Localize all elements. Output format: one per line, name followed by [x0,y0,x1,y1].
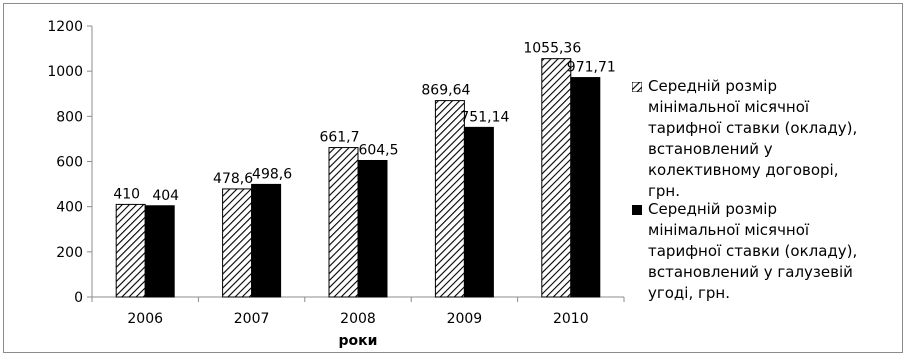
data-label: 869,64 [421,83,470,99]
x-tick-label: 2009 [447,311,483,327]
data-label: 498,6 [252,166,292,182]
y-tick-label: 1200 [47,19,83,35]
chart-axes: 0 200 400 600 800 1000 1200 2006 2007 2008 2009 201… [47,19,625,327]
data-label: 661,7 [319,130,359,146]
y-tick-label: 600 [56,155,83,171]
data-label: 478,6 [213,171,253,187]
data-label: 1055,36 [523,41,581,57]
data-label: 971,71 [567,60,616,76]
data-label: 410 [113,186,140,202]
legend-swatch-solid [632,205,642,215]
bar-sector-agreement [251,183,282,298]
bar-sector-agreement [463,126,494,298]
legend-label-collective-agreement: Середній розмір мінімальної місячної тар… [648,77,858,200]
bar-collective-agreement [541,58,572,298]
bar-sector-agreement [357,159,388,298]
x-tick-label: 2010 [553,311,589,327]
y-tick-label: 0 [74,290,83,306]
bar-collective-agreement [115,203,146,298]
bar-chart: 0 200 400 600 800 1000 1200 2006 2007 2008 2009 201… [47,19,625,349]
legend-swatch-hatched [632,82,642,92]
chart-bars [115,58,601,298]
bar-collective-agreement [434,100,465,298]
legend-label-sector-agreement: Середній розмір мінімальної місячної тар… [648,200,858,302]
x-tick-label: 2008 [340,311,376,327]
chart-frame: 0 200 400 600 800 1000 1200 2006 2007 2008 2009 201… [3,3,903,353]
x-tick-label: 2006 [127,311,163,327]
x-axis-title: роки [339,333,378,349]
bar-collective-agreement [222,188,253,298]
bar-collective-agreement [328,147,359,298]
x-tick-label: 2007 [234,311,270,327]
data-label: 604,5 [358,142,398,158]
y-tick-label: 400 [56,200,83,216]
y-tick-label: 1000 [47,64,83,80]
data-label: 751,14 [460,109,509,125]
y-tick-label: 800 [56,109,83,125]
bar-sector-agreement [144,205,175,298]
y-tick-label: 200 [56,245,83,261]
bar-sector-agreement [570,77,601,298]
data-label: 404 [152,188,179,204]
